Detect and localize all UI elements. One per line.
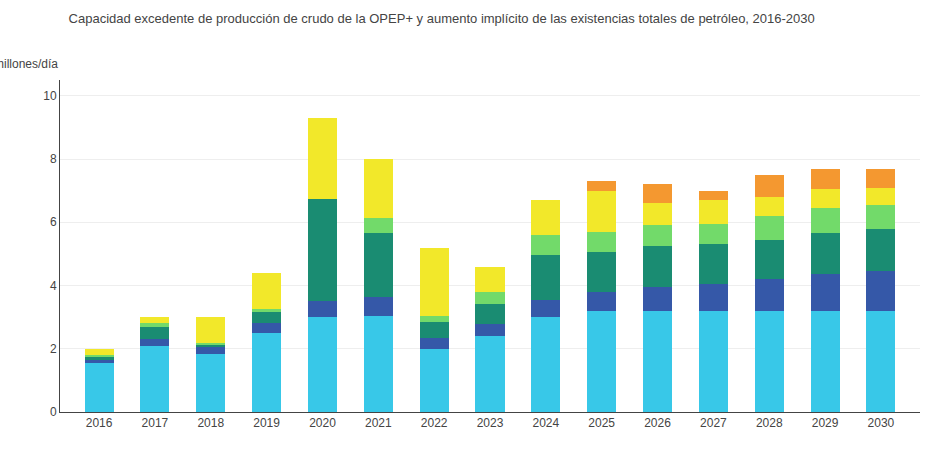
svg-text:8: 8 bbox=[50, 152, 57, 166]
svg-text:2030: 2030 bbox=[868, 416, 895, 430]
svg-text:4: 4 bbox=[50, 279, 57, 293]
svg-text:2: 2 bbox=[50, 342, 57, 356]
svg-text:2027: 2027 bbox=[700, 416, 727, 430]
svg-text:Capacidad excedente de producc: Capacidad excedente de producción de cru… bbox=[69, 11, 815, 26]
svg-text:2020: 2020 bbox=[309, 416, 336, 430]
svg-text:6: 6 bbox=[50, 215, 57, 229]
svg-text:2022: 2022 bbox=[421, 416, 448, 430]
svg-text:2019: 2019 bbox=[253, 416, 280, 430]
svg-text:2018: 2018 bbox=[197, 416, 224, 430]
svg-text:2026: 2026 bbox=[644, 416, 671, 430]
svg-text:2028: 2028 bbox=[756, 416, 783, 430]
svg-text:2021: 2021 bbox=[365, 416, 392, 430]
svg-text:millones/día: millones/día bbox=[0, 57, 58, 71]
svg-text:2023: 2023 bbox=[477, 416, 504, 430]
svg-text:10: 10 bbox=[43, 89, 57, 103]
svg-text:2025: 2025 bbox=[588, 416, 615, 430]
svg-text:0: 0 bbox=[50, 405, 57, 419]
svg-text:2016: 2016 bbox=[86, 416, 113, 430]
svg-text:2024: 2024 bbox=[532, 416, 559, 430]
svg-text:2017: 2017 bbox=[142, 416, 169, 430]
svg-text:2029: 2029 bbox=[812, 416, 839, 430]
